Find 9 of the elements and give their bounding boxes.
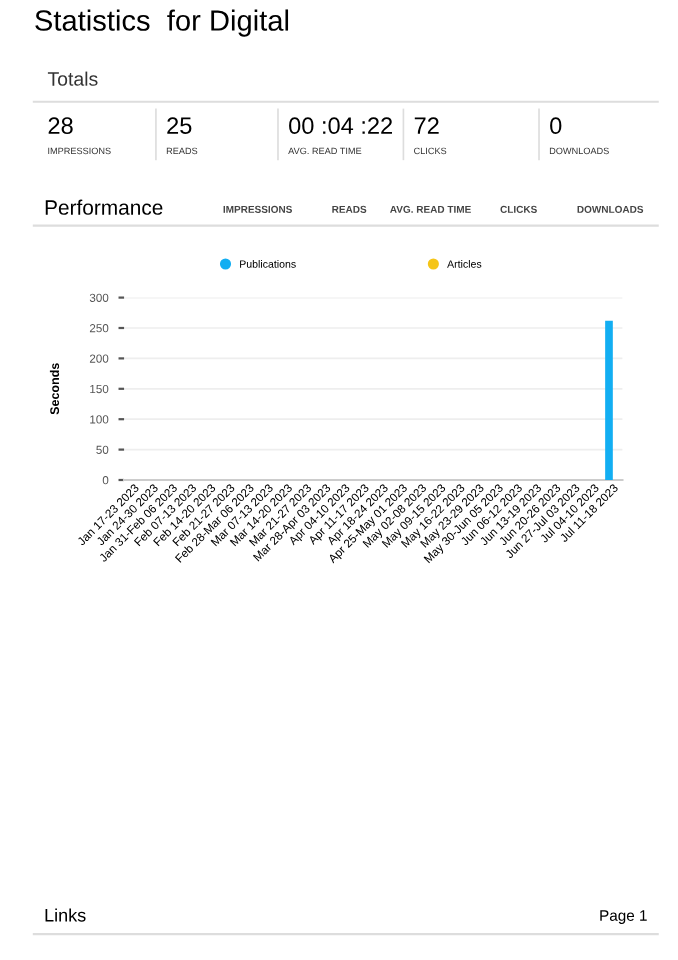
text: 72 [414,117,439,134]
text: Statistics for Digital [35,9,289,37]
text: 25 [167,117,192,135]
text: Totals [47,71,98,86]
text: Links [45,908,86,922]
text: 0 [550,117,562,135]
text: 28 [48,117,73,135]
text: 00 :04 :22 [289,117,392,135]
chart-title: Performance [45,199,163,215]
